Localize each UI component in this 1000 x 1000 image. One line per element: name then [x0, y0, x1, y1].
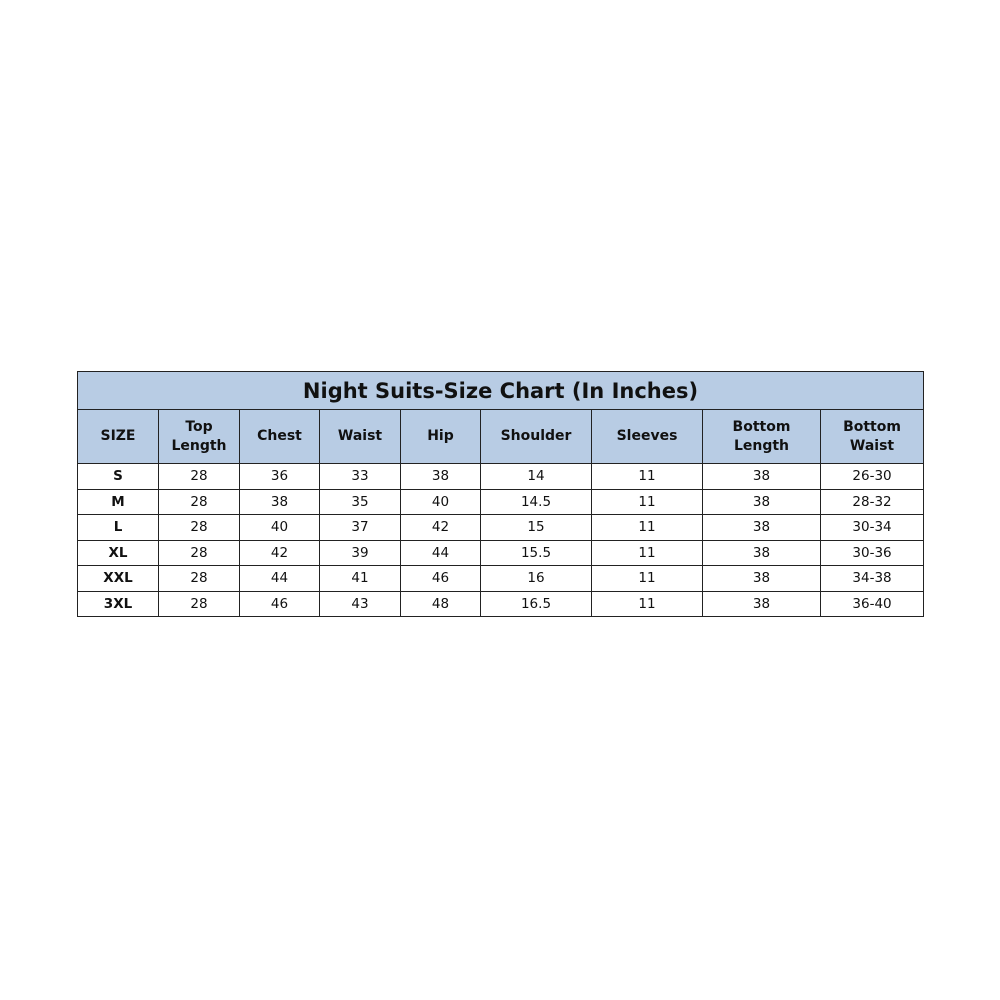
measurement-cell: 28 — [158, 565, 240, 592]
measurement-cell: 43 — [319, 590, 401, 617]
column-header: Sleeves — [591, 409, 703, 464]
column-header-text: Waist — [337, 428, 383, 445]
column-header-text: Bottom — [843, 418, 901, 435]
column-header: Waist — [319, 409, 401, 464]
column-header-text: Hip — [427, 428, 454, 445]
size-label-cell: 3XL — [77, 590, 159, 617]
measurement-cell: 11 — [591, 539, 703, 566]
measurement-cell: 39 — [319, 539, 401, 566]
measurement-cell: 36-40 — [819, 590, 925, 617]
measurement-cell: 34-38 — [819, 565, 925, 592]
measurement-cell: 26-30 — [819, 463, 925, 490]
size-label-cell: S — [77, 463, 159, 490]
measurement-cell: 11 — [591, 488, 703, 515]
column-header-text: Bottom — [732, 418, 791, 435]
column-header-text: Waist — [849, 437, 895, 454]
table-row: XXL 28 44 41 46 16 11 38 34-38 — [77, 565, 925, 592]
measurement-cell: 38 — [702, 488, 821, 515]
table-row: 3XL 28 46 43 48 16.5 11 38 36-40 — [77, 590, 925, 617]
measurement-cell: 35 — [319, 488, 401, 515]
column-header: Chest — [239, 409, 320, 464]
size-label-cell: M — [77, 488, 159, 515]
measurement-cell: 42 — [400, 514, 481, 541]
table-body: S 28 36 33 38 14 11 38 26-30 M 28 38 35 40 14.5 11 38 28-… — [77, 463, 925, 617]
measurement-cell: 28 — [158, 539, 240, 566]
measurement-cell: 14.5 — [480, 488, 592, 515]
measurement-cell: 46 — [400, 565, 481, 592]
column-header-text: Sleeves — [616, 428, 678, 445]
column-header-text: Length — [171, 437, 227, 454]
measurement-cell: 28 — [158, 488, 240, 515]
measurement-cell: 28 — [158, 590, 240, 617]
measurement-cell: 44 — [239, 565, 320, 592]
measurement-cell: 28-32 — [819, 488, 925, 515]
measurement-cell: 11 — [591, 463, 703, 490]
measurement-cell: 42 — [239, 539, 320, 566]
column-header-text: Chest — [257, 428, 302, 445]
measurement-cell: 38 — [702, 565, 821, 592]
measurement-cell: 33 — [319, 463, 401, 490]
measurement-cell: 38 — [702, 539, 821, 566]
measurement-cell: 28 — [158, 463, 240, 490]
header-row: SIZE Top Length Chest Waist Hip Shoulder Sleeve… — [77, 409, 925, 464]
measurement-cell: 38 — [702, 590, 821, 617]
column-header-text: SIZE — [100, 428, 136, 445]
measurement-cell: 16.5 — [480, 590, 592, 617]
measurement-cell: 40 — [400, 488, 481, 515]
measurement-cell: 15 — [480, 514, 592, 541]
measurement-cell: 15.5 — [480, 539, 592, 566]
column-header: Shoulder — [480, 409, 592, 464]
measurement-cell: 36 — [239, 463, 320, 490]
size-chart-table: Night Suits-Size Chart (In Inches) SIZE T… — [76, 371, 925, 617]
measurement-cell: 14 — [480, 463, 592, 490]
measurement-cell: 30-34 — [819, 514, 925, 541]
measurement-cell: 28 — [158, 514, 240, 541]
column-header-text: Length — [733, 437, 790, 454]
column-header: Bottom Length — [702, 409, 821, 464]
measurement-cell: 40 — [239, 514, 320, 541]
column-header-text: Top — [185, 418, 213, 435]
table-row: S 28 36 33 38 14 11 38 26-30 — [77, 463, 925, 490]
measurement-cell: 11 — [591, 590, 703, 617]
measurement-cell: 11 — [591, 514, 703, 541]
table-row: M 28 38 35 40 14.5 11 38 28-32 — [77, 488, 925, 515]
measurement-cell: 30-36 — [819, 539, 925, 566]
column-header: SIZE — [77, 409, 159, 464]
measurement-cell: 16 — [480, 565, 592, 592]
table-title: Night Suits-Size Chart (In Inches) — [76, 371, 925, 410]
measurement-cell: 41 — [319, 565, 401, 592]
measurement-cell: 38 — [400, 463, 481, 490]
measurement-cell: 11 — [591, 565, 703, 592]
measurement-cell: 38 — [702, 463, 821, 490]
size-label-cell: XXL — [77, 565, 159, 592]
column-header: Top Length — [158, 409, 240, 464]
measurement-cell: 38 — [239, 488, 320, 515]
table-row: XL 28 42 39 44 15.5 11 38 30-36 — [77, 539, 925, 566]
measurement-cell: 46 — [239, 590, 320, 617]
table-row: L 28 40 37 42 15 11 38 30-34 — [77, 514, 925, 541]
measurement-cell: 44 — [400, 539, 481, 566]
measurement-cell: 37 — [319, 514, 401, 541]
column-header: Bottom Waist — [819, 409, 925, 464]
column-header: Hip — [400, 409, 481, 464]
measurement-cell: 38 — [702, 514, 821, 541]
column-header-text: Shoulder — [500, 428, 572, 445]
measurement-cell: 48 — [400, 590, 481, 617]
size-label-cell: XL — [77, 539, 159, 566]
size-label-cell: L — [77, 514, 159, 541]
